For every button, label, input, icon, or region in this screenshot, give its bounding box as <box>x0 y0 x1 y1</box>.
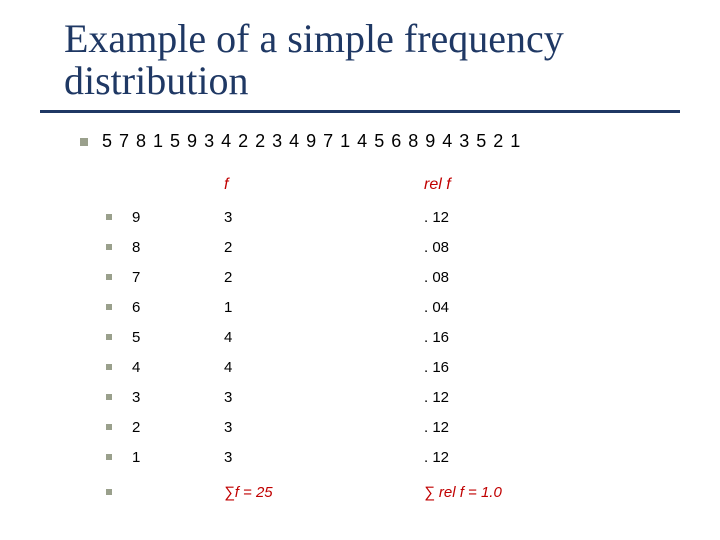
bullet-icon <box>106 244 112 250</box>
dataset-text: 5 7 8 1 5 9 3 4 2 2 3 4 9 7 1 4 5 6 8 9 … <box>102 131 521 152</box>
title-underline <box>40 110 680 113</box>
header-f: f <box>224 176 424 194</box>
cell-rel: . 04 <box>424 299 449 316</box>
bullet-icon <box>80 138 88 146</box>
table-row: 2 3 . 12 <box>106 412 680 442</box>
cell-f: 2 <box>224 269 424 286</box>
table-row: 3 3 . 12 <box>106 382 680 412</box>
bullet-icon <box>106 394 112 400</box>
cell-f: 3 <box>224 449 424 466</box>
frequency-table: 9 3 . 12 8 2 . 08 7 2 . 08 6 1 . 04 5 4 … <box>64 202 680 472</box>
cell-rel: . 12 <box>424 449 449 466</box>
table-row: 9 3 . 12 <box>106 202 680 232</box>
bullet-icon <box>106 364 112 370</box>
slide: Example of a simple frequency distributi… <box>0 0 720 540</box>
cell-f: 3 <box>224 209 424 226</box>
cell-rel: . 12 <box>424 419 449 436</box>
cell-rel: . 16 <box>424 329 449 346</box>
table-row: 1 3 . 12 <box>106 442 680 472</box>
cell-value: 6 <box>132 299 224 316</box>
cell-value: 5 <box>132 329 224 346</box>
header-rel: rel f <box>424 176 451 194</box>
dataset-row: 5 7 8 1 5 9 3 4 2 2 3 4 9 7 1 4 5 6 8 9 … <box>80 131 680 152</box>
table-row: 6 1 . 04 <box>106 292 680 322</box>
cell-f: 4 <box>224 329 424 346</box>
slide-title: Example of a simple frequency distributi… <box>64 18 680 102</box>
cell-rel: . 12 <box>424 209 449 226</box>
bullet-icon <box>106 489 112 495</box>
cell-rel: . 08 <box>424 239 449 256</box>
bullet-icon <box>106 274 112 280</box>
cell-f: 3 <box>224 419 424 436</box>
bullet-icon <box>106 304 112 310</box>
cell-f: 2 <box>224 239 424 256</box>
cell-value: 2 <box>132 419 224 436</box>
column-headers: f rel f <box>224 176 680 194</box>
cell-value: 7 <box>132 269 224 286</box>
cell-value: 8 <box>132 239 224 256</box>
table-row: 5 4 . 16 <box>106 322 680 352</box>
cell-rel: . 16 <box>424 359 449 376</box>
cell-value: 9 <box>132 209 224 226</box>
total-rel: ∑ rel f = 1.0 <box>424 484 502 501</box>
cell-value: 4 <box>132 359 224 376</box>
bullet-icon <box>106 454 112 460</box>
cell-rel: . 08 <box>424 269 449 286</box>
table-row: 8 2 . 08 <box>106 232 680 262</box>
cell-f: 4 <box>224 359 424 376</box>
bullet-icon <box>106 214 112 220</box>
cell-f: 1 <box>224 299 424 316</box>
table-row: 4 4 . 16 <box>106 352 680 382</box>
total-f: ∑f = 25 <box>224 484 424 501</box>
table-row: 7 2 . 08 <box>106 262 680 292</box>
cell-value: 3 <box>132 389 224 406</box>
cell-rel: . 12 <box>424 389 449 406</box>
cell-f: 3 <box>224 389 424 406</box>
bullet-icon <box>106 424 112 430</box>
totals-row: ∑f = 25 ∑ rel f = 1.0 <box>106 476 680 508</box>
cell-value: 1 <box>132 449 224 466</box>
bullet-icon <box>106 334 112 340</box>
